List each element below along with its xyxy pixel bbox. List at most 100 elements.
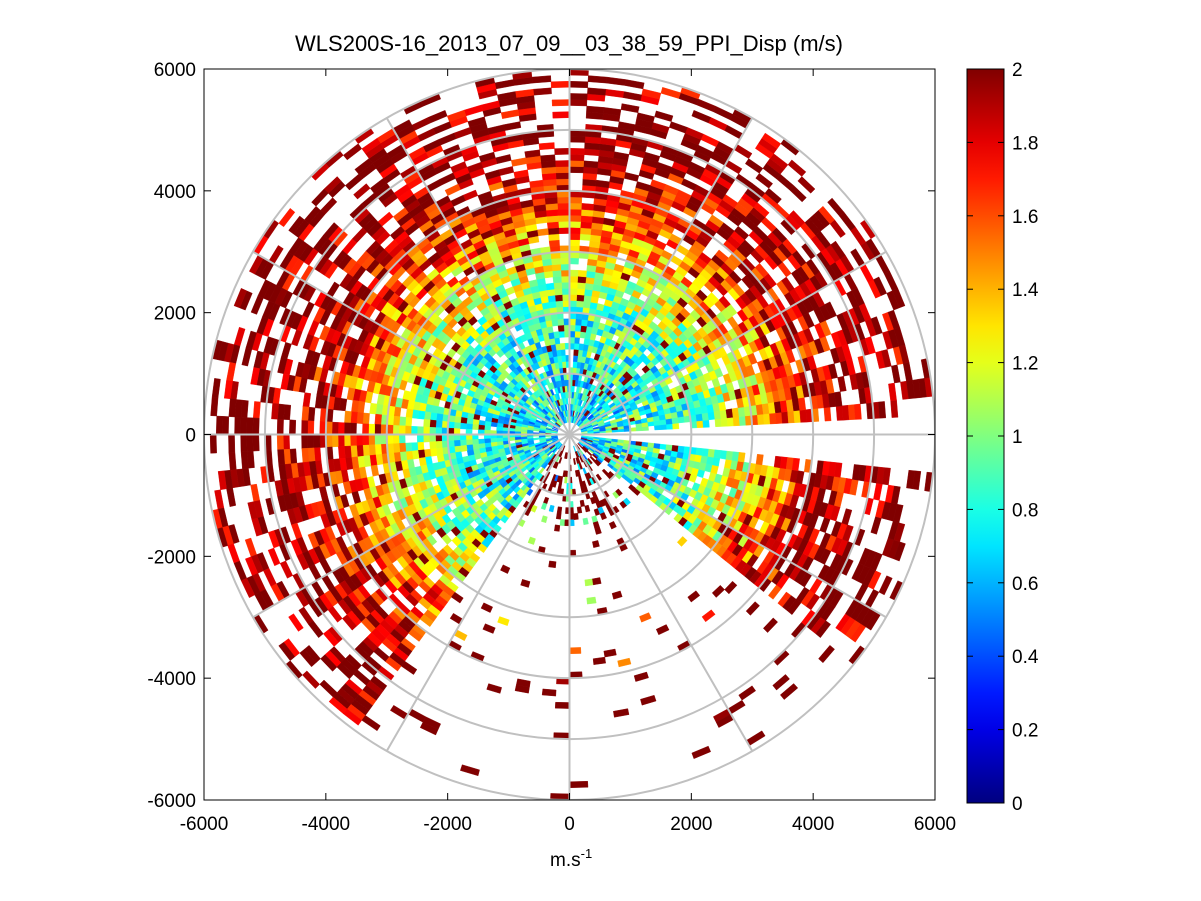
data-cell [418,457,427,467]
data-cell [500,514,509,524]
data-cell [557,443,563,450]
data-cell [556,196,570,204]
data-cell [793,410,801,423]
data-cell [557,214,570,222]
data-cell [301,406,310,422]
data-cell [429,448,438,457]
data-cell [587,87,607,96]
data-cell [385,656,402,672]
data-cell [712,457,721,467]
data-cell [246,434,254,452]
data-cell [687,590,701,603]
y-tick-label: 6000 [154,60,196,81]
data-cell [583,294,592,303]
data-cell [718,401,727,411]
data-cell [592,656,606,665]
data-cell [565,452,568,459]
colorbar-tick-label: 0.8 [1012,500,1038,521]
data-cell [338,446,346,459]
data-cell [423,411,432,421]
data-cell [878,401,887,419]
data-cell [557,202,570,210]
data-cell [561,281,570,289]
data-cell [569,208,582,216]
data-cell [368,434,376,446]
data-cell [423,418,431,428]
data-cell [374,444,382,456]
y-tick-label: 4000 [154,182,196,203]
data-cell [296,553,310,571]
data-cell [368,444,376,456]
data-cell [584,578,594,587]
data-cell [583,160,599,169]
data-cell [775,411,783,424]
data-cell [745,601,760,616]
data-cell [252,401,261,419]
data-cell [562,300,570,308]
data-cell [696,420,704,429]
data-cell [575,300,584,308]
data-cell [538,142,555,151]
data-cell [647,442,655,449]
data-cell [362,444,370,457]
data-cell [530,504,538,513]
data-cell [557,208,570,216]
data-cell [327,606,343,623]
data-cell [560,275,570,283]
data-cell [546,288,556,297]
data-cell [356,445,364,458]
data-cell [480,602,493,613]
data-cell [701,448,710,457]
data-cell [356,434,363,446]
data-cell [307,434,315,449]
data-cell [818,645,835,664]
data-cell [548,300,557,309]
data-cell [660,424,668,430]
data-cell [569,780,589,789]
data-cell [608,521,617,530]
data-cell [484,438,491,444]
data-cell [374,413,382,425]
data-cell [419,614,434,627]
data-cell [615,488,623,497]
data-cell [484,425,491,431]
data-cell [772,674,790,691]
data-cell [577,349,584,357]
data-cell [653,443,661,450]
data-cell [435,447,444,456]
data-cell [912,470,922,491]
colorbar-tick-label: 0 [1012,794,1023,815]
data-cell [435,413,444,422]
data-cell [569,294,578,301]
data-cell [369,402,378,415]
data-cell [554,294,563,302]
data-cell [374,434,382,445]
data-cell [878,575,893,596]
data-cell [240,451,249,470]
data-cell [560,257,570,265]
data-cell [477,543,488,554]
data-cell [419,721,439,736]
data-cell [405,442,413,452]
data-cell [702,419,710,428]
data-cell [587,457,593,465]
data-cell [547,227,560,235]
data-cell [343,708,363,726]
data-cell [584,504,591,513]
data-cell [410,425,418,435]
data-cell [423,448,432,458]
data-cell [307,420,315,435]
x-tick-label: 4000 [792,814,834,835]
data-cell [579,227,592,235]
data-cell [569,135,586,143]
data-cell [574,324,582,332]
data-cell [695,447,704,456]
data-cell [234,416,242,435]
data-cell [587,75,608,84]
data-cell [282,434,290,450]
data-cell [569,80,589,89]
data-cell [465,423,473,430]
data-cell [569,275,579,283]
data-cell [344,445,352,459]
y-tick-label: 2000 [154,304,196,325]
